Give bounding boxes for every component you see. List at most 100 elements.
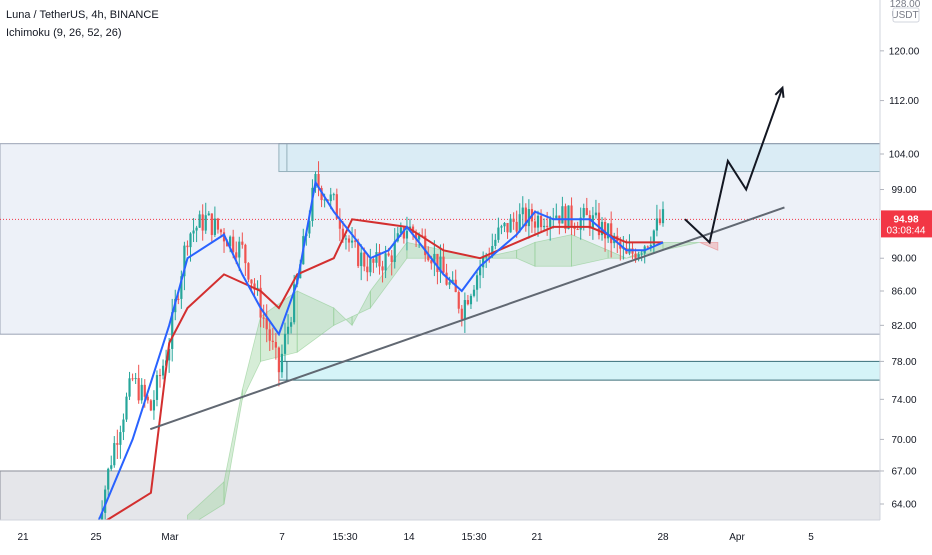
candle-body — [472, 289, 476, 296]
candle-body — [549, 219, 552, 227]
candle-body — [607, 223, 610, 239]
candle-body — [241, 241, 244, 245]
projection-arrowhead — [774, 85, 785, 98]
candle-body — [186, 245, 189, 248]
candle-body — [381, 266, 384, 271]
candle-body — [594, 212, 598, 216]
candle-body — [439, 256, 442, 273]
candle-body — [104, 489, 107, 513]
candle-body — [341, 228, 345, 239]
candle-body — [350, 240, 354, 243]
candle-body — [655, 218, 659, 231]
candle-body — [405, 230, 409, 239]
price-axis-bg — [880, 0, 932, 550]
candle-body — [433, 253, 436, 264]
candle-body — [161, 365, 165, 376]
candle-body — [533, 221, 537, 228]
candle-body — [247, 263, 250, 280]
candle-body — [268, 329, 271, 341]
candle-body — [658, 218, 662, 224]
candle-body — [329, 194, 332, 202]
candle-body — [116, 443, 119, 445]
candle-body — [375, 252, 378, 263]
candle-body — [521, 207, 524, 215]
candle-body — [564, 206, 567, 229]
candle-body — [527, 209, 530, 227]
candle-body — [277, 347, 281, 373]
candle-body — [478, 267, 482, 276]
candle-body — [280, 353, 284, 373]
time-tick-label: 5 — [808, 532, 814, 543]
candle-body — [110, 465, 113, 469]
candle-body — [582, 208, 585, 218]
price-tick-label: 90.00 — [891, 254, 916, 265]
candle-body — [503, 222, 506, 227]
candle-body — [201, 214, 204, 231]
price-tick-label: 67.00 — [891, 466, 916, 477]
candle-body — [579, 217, 582, 230]
candle-body — [427, 255, 430, 261]
candle-body — [488, 256, 491, 258]
candle-body — [354, 240, 357, 242]
time-tick-label: 15:30 — [332, 532, 357, 543]
candle-body — [244, 244, 247, 264]
price-tick-label: 112.00 — [889, 96, 919, 107]
candle-body — [219, 229, 223, 233]
candle-body — [225, 241, 229, 247]
cloud-segment — [607, 249, 627, 259]
candle-body — [235, 252, 238, 258]
candle-body — [597, 212, 601, 236]
conversion-line — [95, 179, 664, 528]
candle-body — [168, 348, 171, 361]
candle-body — [204, 215, 207, 231]
candle-body — [567, 205, 570, 229]
time-tick-label: 25 — [90, 532, 102, 543]
zones-layer — [0, 143, 881, 540]
candle-body — [576, 228, 579, 230]
candle-body — [512, 218, 515, 222]
candle-body — [143, 384, 146, 397]
candle-body — [497, 227, 500, 240]
candle-body — [338, 218, 341, 229]
candle-body — [399, 227, 402, 234]
candle-body — [128, 378, 131, 397]
candle-body — [198, 214, 201, 228]
candle-body — [210, 213, 213, 235]
candle-body — [238, 241, 241, 258]
candle-body — [262, 317, 265, 319]
candle-body — [189, 233, 192, 248]
price-tag-countdown: 03:08:44 — [887, 225, 926, 236]
candle-body — [536, 215, 540, 228]
trendline — [149, 206, 785, 431]
zone-range-band — [0, 143, 881, 335]
candle-body — [229, 236, 232, 247]
candle-body — [369, 258, 372, 273]
candle-body — [555, 215, 558, 219]
candle-body — [125, 396, 128, 420]
candle-body — [646, 246, 649, 248]
candle-body — [119, 432, 122, 445]
candle-body — [177, 298, 180, 300]
price-tag — [881, 210, 932, 238]
candle-body — [308, 220, 311, 234]
price-tick-label: 104.00 — [889, 150, 920, 161]
candle-body — [491, 245, 494, 257]
candle-body — [195, 227, 198, 231]
candle-body — [180, 276, 183, 299]
candle-body — [122, 419, 125, 433]
candle-body — [588, 215, 591, 229]
time-tick-label: Apr — [729, 532, 745, 543]
zone-support — [278, 360, 881, 381]
drawings-layer — [149, 85, 785, 431]
candle-body — [259, 287, 262, 318]
candle-body — [463, 300, 466, 320]
candle-body — [610, 223, 613, 244]
candle-body — [131, 378, 134, 380]
projection-path — [684, 87, 784, 245]
time-tick-label: 14 — [403, 532, 415, 543]
candle-body — [347, 238, 351, 243]
candle-body — [363, 252, 366, 267]
indicator-legend: Ichimoku (9, 26, 52, 26) — [6, 27, 122, 39]
